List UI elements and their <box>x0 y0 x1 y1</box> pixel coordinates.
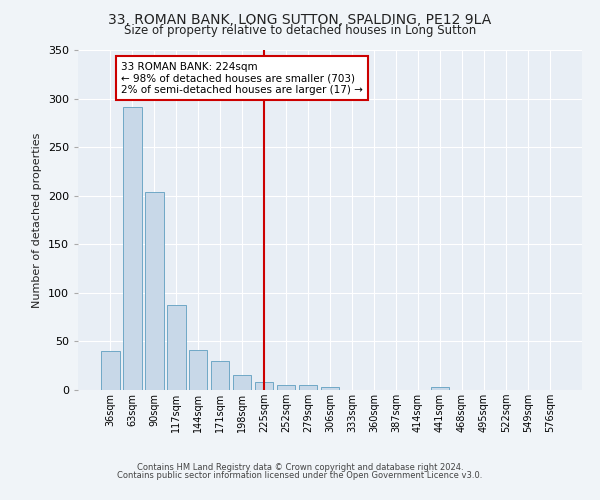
Bar <box>233 376 251 390</box>
Bar <box>431 387 449 390</box>
Bar <box>101 351 119 390</box>
Text: 33, ROMAN BANK, LONG SUTTON, SPALDING, PE12 9LA: 33, ROMAN BANK, LONG SUTTON, SPALDING, P… <box>109 12 491 26</box>
Bar <box>299 385 317 390</box>
Bar <box>255 382 274 390</box>
Bar <box>145 192 164 390</box>
Bar <box>167 306 185 390</box>
Bar <box>277 385 295 390</box>
Text: Contains HM Land Registry data © Crown copyright and database right 2024.: Contains HM Land Registry data © Crown c… <box>137 462 463 471</box>
Text: Contains public sector information licensed under the Open Government Licence v3: Contains public sector information licen… <box>118 471 482 480</box>
Bar <box>211 361 229 390</box>
Text: Size of property relative to detached houses in Long Sutton: Size of property relative to detached ho… <box>124 24 476 37</box>
Bar <box>189 350 208 390</box>
Text: 33 ROMAN BANK: 224sqm
← 98% of detached houses are smaller (703)
2% of semi-deta: 33 ROMAN BANK: 224sqm ← 98% of detached … <box>121 62 363 95</box>
Y-axis label: Number of detached properties: Number of detached properties <box>32 132 42 308</box>
Bar <box>320 387 340 390</box>
Bar <box>123 108 142 390</box>
